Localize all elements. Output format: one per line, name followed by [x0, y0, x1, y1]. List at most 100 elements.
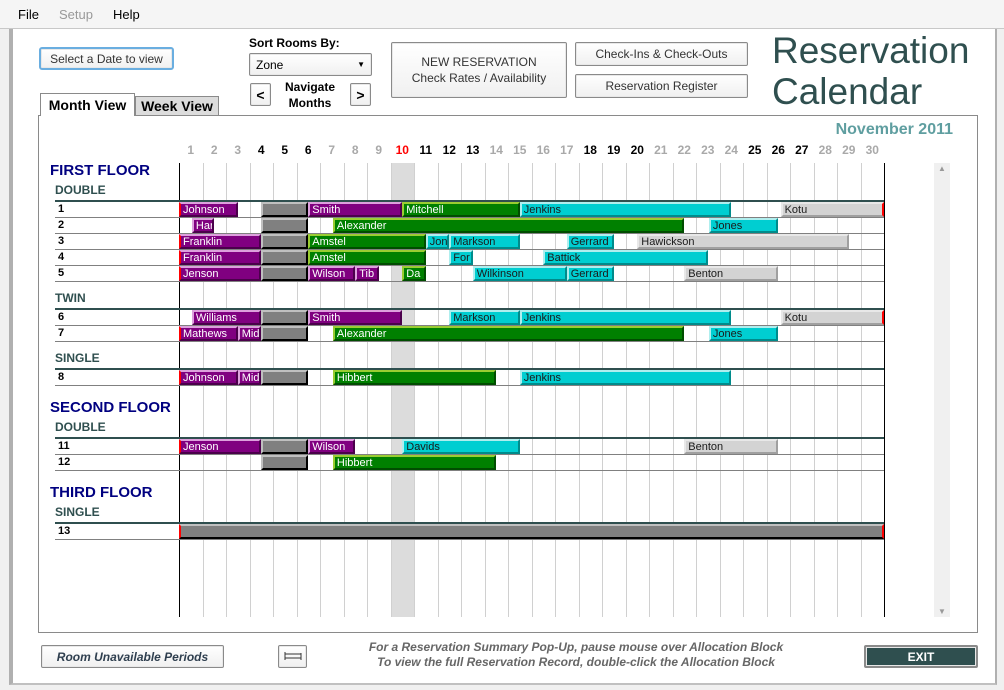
day-header[interactable]: 6 [304, 143, 312, 157]
reservation-register-button[interactable]: Reservation Register [575, 74, 748, 98]
unavailable-block[interactable] [261, 234, 309, 249]
allocation-block[interactable]: Jones [708, 218, 779, 233]
menu-setup[interactable]: Setup [59, 7, 93, 22]
allocation-block[interactable]: Wilson [308, 266, 356, 281]
room-number[interactable]: 11 [58, 440, 70, 452]
allocation-block[interactable]: For [449, 250, 473, 265]
day-header[interactable]: 16 [536, 143, 550, 157]
bed-button[interactable] [278, 645, 307, 668]
allocation-block[interactable]: Markson [449, 234, 520, 249]
prev-month-button[interactable]: < [250, 83, 271, 106]
allocation-block[interactable]: Smith [308, 202, 403, 217]
select-date-button[interactable]: Select a Date to view [39, 47, 174, 70]
room-number[interactable]: 12 [58, 456, 71, 468]
allocation-block[interactable]: Hibbert [332, 370, 497, 385]
exit-button[interactable]: EXIT [864, 645, 978, 668]
day-header[interactable]: 30 [865, 143, 879, 157]
unavailable-block[interactable] [261, 250, 309, 265]
allocation-block[interactable]: Gerrard [566, 266, 614, 281]
room-number[interactable]: 6 [58, 311, 65, 323]
unavailable-block[interactable] [261, 326, 309, 341]
room-unavailable-periods-button[interactable]: Room Unavailable Periods [41, 645, 224, 668]
unavailable-block[interactable] [261, 370, 309, 385]
day-header[interactable]: 2 [210, 143, 218, 157]
day-header[interactable]: 22 [677, 143, 691, 157]
allocation-block[interactable]: Battick [543, 250, 708, 265]
room-number[interactable]: 3 [58, 235, 65, 247]
tab-week-view[interactable]: Week View [135, 96, 219, 115]
day-header[interactable]: 15 [513, 143, 527, 157]
allocation-block[interactable]: Williams [191, 310, 262, 325]
allocation-block[interactable]: Markson [449, 310, 520, 325]
scroll-up-icon[interactable]: ▲ [938, 164, 946, 173]
room-number[interactable]: 4 [58, 251, 65, 263]
room-number[interactable]: 5 [58, 267, 65, 279]
allocation-block[interactable]: Johnson [179, 202, 238, 217]
allocation-block[interactable]: Franklin [179, 250, 262, 265]
day-header[interactable]: 21 [654, 143, 668, 157]
allocation-block[interactable]: Da [402, 266, 426, 281]
allocation-block[interactable]: Alexander [332, 326, 685, 341]
day-header[interactable]: 29 [842, 143, 856, 157]
allocation-block[interactable]: Jones [708, 326, 779, 341]
allocation-block[interactable]: Davids [402, 439, 520, 454]
day-header[interactable]: 26 [771, 143, 785, 157]
room-number[interactable]: 2 [58, 219, 65, 231]
day-header[interactable]: 10 [395, 143, 409, 157]
day-header[interactable]: 24 [724, 143, 738, 157]
day-header[interactable]: 8 [351, 143, 359, 157]
checkins-checkouts-button[interactable]: Check-Ins & Check-Outs [575, 42, 748, 66]
day-header[interactable]: 3 [234, 143, 242, 157]
allocation-block[interactable]: Mid [237, 370, 262, 385]
allocation-block[interactable]: Jenkins [519, 202, 732, 217]
day-header[interactable]: 17 [560, 143, 574, 157]
day-header[interactable]: 5 [281, 143, 289, 157]
day-header[interactable]: 27 [795, 143, 809, 157]
allocation-block[interactable]: Benton [684, 439, 779, 454]
day-header[interactable]: 23 [701, 143, 715, 157]
unavailable-block[interactable] [179, 524, 884, 539]
allocation-block[interactable]: Smith [308, 310, 403, 325]
day-header[interactable]: 1 [187, 143, 195, 157]
vertical-scrollbar[interactable]: ▲ ▼ [934, 163, 950, 617]
allocation-block[interactable]: Benton [684, 266, 779, 281]
scroll-down-icon[interactable]: ▼ [938, 607, 946, 616]
room-number[interactable]: 7 [58, 327, 65, 339]
day-header[interactable]: 4 [257, 143, 265, 157]
allocation-block[interactable]: Kotu [780, 202, 884, 217]
allocation-block[interactable]: Har [191, 218, 215, 233]
allocation-block[interactable]: Hibbert [332, 455, 497, 470]
day-header[interactable]: 28 [818, 143, 832, 157]
allocation-block[interactable]: Alexander [332, 218, 685, 233]
allocation-block[interactable]: Jenkins [519, 370, 732, 385]
day-header[interactable]: 13 [466, 143, 480, 157]
day-header[interactable]: 14 [489, 143, 503, 157]
room-number[interactable]: 1 [58, 203, 65, 215]
day-header[interactable]: 18 [583, 143, 597, 157]
room-number[interactable]: 8 [58, 371, 65, 383]
allocation-block[interactable]: Amstel [308, 234, 426, 249]
allocation-block[interactable]: Hawickson [637, 234, 849, 249]
unavailable-block[interactable] [261, 266, 309, 281]
sort-select[interactable]: Zone ▼ [249, 53, 372, 76]
allocation-block[interactable]: Jon [425, 234, 450, 249]
allocation-block[interactable]: Johnson [179, 370, 238, 385]
allocation-block[interactable]: Wilkinson [472, 266, 567, 281]
unavailable-block[interactable] [261, 439, 309, 454]
allocation-block[interactable]: Mid [237, 326, 262, 341]
allocation-block[interactable]: Wilson [308, 439, 356, 454]
allocation-block[interactable]: Mathews [179, 326, 238, 341]
allocation-block[interactable]: Jenson [179, 439, 262, 454]
allocation-block[interactable]: Jenson [179, 266, 262, 281]
tab-month-view[interactable]: Month View [40, 93, 135, 116]
new-reservation-button[interactable]: NEW RESERVATION Check Rates / Availabili… [391, 42, 567, 98]
unavailable-block[interactable] [261, 202, 309, 217]
unavailable-block[interactable] [261, 218, 309, 233]
day-header[interactable]: 12 [442, 143, 456, 157]
unavailable-block[interactable] [261, 455, 309, 470]
menu-help[interactable]: Help [113, 7, 140, 22]
allocation-block[interactable]: Kotu [780, 310, 884, 325]
day-header[interactable]: 20 [630, 143, 644, 157]
allocation-block[interactable]: Jenkins [519, 310, 732, 325]
next-month-button[interactable]: > [350, 83, 371, 106]
